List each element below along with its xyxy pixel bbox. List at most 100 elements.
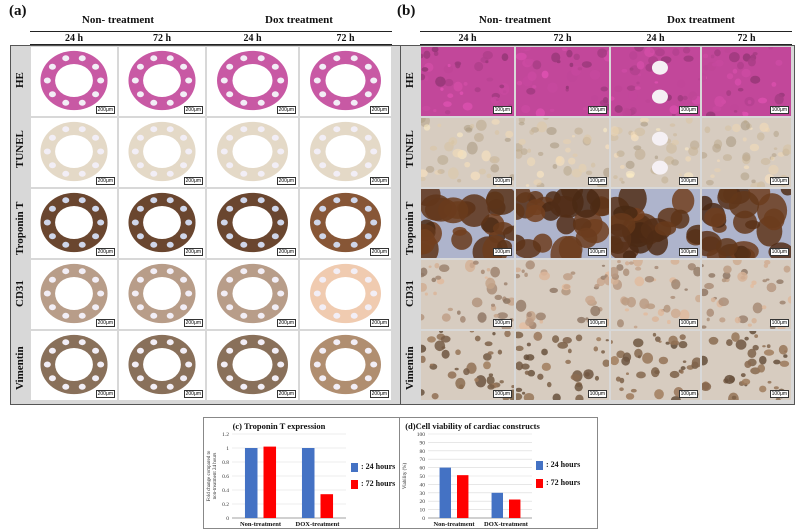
panel-a-header-rule <box>30 31 392 32</box>
scale-bar-label: 100μm <box>492 106 512 114</box>
legend-swatch-red <box>351 479 358 489</box>
panel-a-col-rule <box>30 44 392 45</box>
chart-d-title: (d)Cell viability of cardiac constructs <box>405 421 540 431</box>
panel-a-group-label-dox-treatment: Dox treatment <box>265 14 333 26</box>
chart-d-y-tick-label: 40 <box>420 482 426 488</box>
scale-bar-label: 200μm <box>95 319 115 327</box>
panel-a-tile: 200μm <box>119 260 205 329</box>
panel-b-tile: 100μm <box>611 189 700 258</box>
panel-a-tile: 200μm <box>31 260 117 329</box>
scale-bar-label: 200μm <box>276 248 296 256</box>
panel-b-row-label-troponin-t: Troponin T <box>404 200 416 255</box>
scale-bar-label: 100μm <box>587 319 607 327</box>
chart-d-y-tick-label: 50 <box>420 474 426 480</box>
scale-bar-label: 200μm <box>276 319 296 327</box>
panel-b-col-label-2: 72 h <box>553 33 572 44</box>
chart-d-bar <box>457 475 469 518</box>
panel-b-row-label-vimentin: Vimentin <box>404 346 416 391</box>
chart-d-y-tick-label: 20 <box>420 499 426 505</box>
scale-bar-label: 200μm <box>276 390 296 398</box>
panel-a-tile: 200μm <box>31 331 117 400</box>
panel-a-col-label-2: 72 h <box>152 33 172 44</box>
scale-bar-label: 100μm <box>769 177 789 185</box>
panel-a-col-label-3: 24 h <box>243 33 262 44</box>
panel-a-row-label-vimentin: Vimentin <box>14 346 26 391</box>
panel-b-tile: 100μm <box>702 118 791 187</box>
chart-c-legend-24h: : 24 hours <box>351 462 395 472</box>
chart-d-legend-24h: : 24 hours <box>536 460 580 470</box>
chart-c-y-axis-label: Fold change compared to <box>207 450 212 501</box>
scale-bar-label: 100μm <box>587 390 607 398</box>
scale-bar-label: 100μm <box>492 248 512 256</box>
chart-c-y-tick-label: 1 <box>226 446 229 452</box>
scale-bar-label: 200μm <box>183 390 203 398</box>
scale-bar-label: 200μm <box>183 319 203 327</box>
chart-c-bar <box>320 494 334 518</box>
legend-swatch-red <box>536 478 543 488</box>
panel-a-row-label-cd31: CD31 <box>14 280 26 307</box>
scale-bar-label: 200μm <box>95 106 115 114</box>
panel-b-tile: 100μm <box>611 331 700 400</box>
panel-b-tile: 100μm <box>516 260 609 329</box>
panel-a-letter: (a) <box>9 3 27 19</box>
scale-bar-label: 200μm <box>369 248 389 256</box>
chart-c-y-tick-label: 0.4 <box>222 488 229 494</box>
chart-d-bar <box>509 499 521 518</box>
chart-c-y-tick-label: 0 <box>226 516 229 522</box>
scale-bar-label: 200μm <box>95 177 115 185</box>
scale-bar-label: 100μm <box>678 177 698 185</box>
panel-b-group-label-non-treatment: Non- treatment <box>478 14 552 26</box>
panel-b-tile: 100μm <box>421 331 514 400</box>
scale-bar-label: 100μm <box>678 248 698 256</box>
scale-bar-label: 100μm <box>678 390 698 398</box>
chart-d-y-tick-label: 0 <box>422 516 425 522</box>
legend-label-72h: : 72 hours <box>361 479 396 488</box>
panel-b-col-rule <box>420 44 792 45</box>
scale-bar-label: 200μm <box>183 177 203 185</box>
panel-b-tile: 100μm <box>611 47 700 116</box>
panel-a-tile: 200μm <box>207 331 298 400</box>
panel-a-tile: 200μm <box>300 47 391 116</box>
panel-b-row-label-tunel: TUNEL <box>404 130 416 168</box>
panel-b-header-rule <box>420 31 792 32</box>
panel-b-col-label-3: 24 h <box>646 33 665 44</box>
chart-d-y-axis-label: Viability (%) <box>403 463 408 490</box>
chart-c-bar <box>263 446 277 518</box>
panel-a-col-label-1: 24 h <box>64 33 84 44</box>
panel-b-row-label-cd31: CD31 <box>404 280 416 307</box>
panel-a-tile: 200μm <box>300 118 391 187</box>
chart-d-x-tick-label: Non-treatment <box>433 521 475 528</box>
chart-c-y-tick-label: 0.6 <box>222 474 229 480</box>
scale-bar-label: 200μm <box>183 248 203 256</box>
panel-b-letter: (b) <box>397 3 416 19</box>
chart-d-y-tick-label: 60 <box>420 466 426 472</box>
scale-bar-label: 100μm <box>587 177 607 185</box>
legend-label-72h: : 72 hours <box>546 478 581 487</box>
chart-d-box: (d)Cell viability of cardiac constructs … <box>399 417 598 529</box>
chart-d-x-tick-label: DOX-treatment <box>484 521 529 528</box>
chart-d-svg: 0 10 20 30 40 50 60 70 80 90 100 Non-treatment DOX-t… <box>403 432 532 528</box>
chart-c-bar <box>301 448 315 518</box>
scale-bar-label: 100μm <box>492 390 512 398</box>
panel-a-tile: 200μm <box>207 118 298 187</box>
panel-b-tile: 100μm <box>516 331 609 400</box>
panel-b-group-label-dox-treatment: Dox treatment <box>667 14 735 26</box>
scale-bar-label: 100μm <box>769 248 789 256</box>
legend-label-24h: : 24 hours <box>546 460 581 469</box>
panel-b-tile: 100μm <box>702 47 791 116</box>
panel-b-tile: 100μm <box>421 118 514 187</box>
chart-d-bar <box>491 492 503 518</box>
scale-bar-label: 200μm <box>369 177 389 185</box>
panel-a-tile: 200μm <box>119 189 205 258</box>
panel-b-col-label-1: 24 h <box>458 33 477 44</box>
panel-b-tile: 100μm <box>421 260 514 329</box>
legend-swatch-blue <box>351 462 358 472</box>
chart-d-y-tick-label: 30 <box>420 491 426 497</box>
scale-bar-label: 200μm <box>276 177 296 185</box>
panel-b-tile: 100μm <box>516 189 609 258</box>
panel-a-tile: 200μm <box>119 331 205 400</box>
scale-bar-label: 200μm <box>95 248 115 256</box>
panel-b-tile: 100μm <box>611 118 700 187</box>
chart-d-y-tick-label: 90 <box>420 440 426 446</box>
chart-c-y-tick-label: 1.2 <box>222 432 229 438</box>
